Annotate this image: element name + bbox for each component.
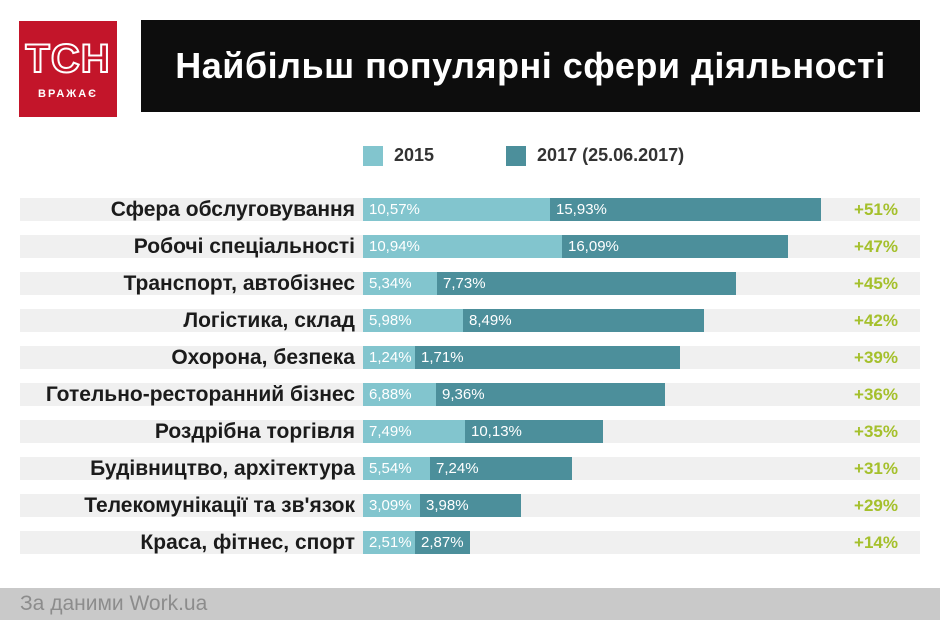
- chart-legend: 2015 2017 (25.06.2017): [363, 145, 684, 166]
- bar-2015: 5,98%: [363, 309, 463, 332]
- bar-2017: 10,13%: [465, 420, 603, 443]
- category-label: Сфера обслуговування: [110, 198, 355, 221]
- chart-row: Телекомунікації та зв'язок 3,09% 3,98% +…: [20, 494, 920, 517]
- bar-2017: 15,93%: [550, 198, 821, 221]
- bar-value-2017: 3,98%: [426, 497, 469, 514]
- bar-value-2017: 10,13%: [471, 423, 522, 440]
- growth-label: +35%: [854, 422, 898, 441]
- growth-label: +47%: [854, 237, 898, 256]
- bar-2015: 2,51%: [363, 531, 415, 554]
- growth-label: +36%: [854, 385, 898, 404]
- source-text: За даними Work.ua: [20, 592, 208, 615]
- bar-group: 7,49% 10,13%: [363, 420, 603, 443]
- category-label: Роздрібна торгівля: [154, 420, 355, 443]
- bar-2017: 1,71%: [415, 346, 680, 369]
- bar-2015: 5,34%: [363, 272, 437, 295]
- growth-label: +42%: [854, 311, 898, 330]
- category-label: Готельно-ресторанний бізнес: [45, 383, 355, 406]
- bar-2015: 10,94%: [363, 235, 562, 258]
- chart-row: Сфера обслуговування 10,57% 15,93% +51%: [20, 198, 920, 221]
- bar-group: 3,09% 3,98%: [363, 494, 521, 517]
- bar-value-2015: 5,54%: [369, 460, 412, 477]
- bar-value-2015: 1,24%: [369, 349, 412, 366]
- bar-2017: 16,09%: [562, 235, 788, 258]
- chart-row: Охорона, безпека 1,24% 1,71% +39%: [20, 346, 920, 369]
- legend-swatch-2015: [363, 145, 383, 166]
- bar-chart: Сфера обслуговування 10,57% 15,93% +51% …: [20, 198, 920, 568]
- bar-2015: 7,49%: [363, 420, 465, 443]
- bar-2017: 7,73%: [437, 272, 736, 295]
- chart-row: Будівництво, архітектура 5,54% 7,24% +31…: [20, 457, 920, 480]
- bar-2017: 2,87%: [415, 531, 470, 554]
- bar-group: 6,88% 9,36%: [363, 383, 665, 406]
- bar-value-2017: 15,93%: [556, 201, 607, 218]
- bar-value-2017: 1,71%: [421, 349, 464, 366]
- bar-value-2017: 7,73%: [443, 275, 486, 292]
- category-label: Логістика, склад: [183, 309, 355, 332]
- bar-value-2017: 16,09%: [568, 238, 619, 255]
- bar-value-2015: 7,49%: [369, 423, 412, 440]
- chart-row: Логістика, склад 5,98% 8,49% +42%: [20, 309, 920, 332]
- bar-2017: 7,24%: [430, 457, 572, 480]
- legend-item-2015: 2015: [363, 145, 434, 166]
- chart-row: Готельно-ресторанний бізнес 6,88% 9,36% …: [20, 383, 920, 406]
- bar-2015: 10,57%: [363, 198, 550, 221]
- bar-group: 5,98% 8,49%: [363, 309, 704, 332]
- bar-value-2017: 8,49%: [469, 312, 512, 329]
- header-bar: Найбільш популярні сфери діяльності: [141, 20, 920, 112]
- legend-label-2015: 2015: [394, 145, 435, 165]
- bar-group: 1,24% 1,71%: [363, 346, 680, 369]
- growth-label: +29%: [854, 496, 898, 515]
- growth-label: +31%: [854, 459, 898, 478]
- source-footer: За даними Work.ua: [0, 588, 940, 620]
- bar-2017: 3,98%: [420, 494, 521, 517]
- page-title: Найбільш популярні сфери діяльності: [175, 45, 886, 86]
- category-label: Будівництво, архітектура: [90, 457, 355, 480]
- bar-2015: 3,09%: [363, 494, 420, 517]
- tsn-logo-text: ТСН: [24, 36, 111, 81]
- chart-row: Краса, фітнес, спорт 2,51% 2,87% +14%: [20, 531, 920, 554]
- bar-group: 5,54% 7,24%: [363, 457, 572, 480]
- bar-group: 5,34% 7,73%: [363, 272, 736, 295]
- category-label: Краса, фітнес, спорт: [140, 531, 355, 554]
- bar-value-2015: 5,34%: [369, 275, 412, 292]
- bar-value-2015: 10,94%: [369, 238, 420, 255]
- growth-label: +45%: [854, 274, 898, 293]
- legend-label-2017: 2017 (25.06.2017): [537, 145, 685, 165]
- category-label: Транспорт, автобізнес: [123, 272, 356, 295]
- bar-2015: 6,88%: [363, 383, 436, 406]
- legend-item-2017: 2017 (25.06.2017): [506, 145, 684, 166]
- tsn-logo: ТСН ВРАЖАЄ: [19, 21, 117, 117]
- category-label: Охорона, безпека: [171, 346, 355, 369]
- bar-value-2017: 9,36%: [442, 386, 485, 403]
- bar-value-2015: 3,09%: [369, 497, 412, 514]
- growth-label: +39%: [854, 348, 898, 367]
- bar-2015: 5,54%: [363, 457, 430, 480]
- bar-2017: 9,36%: [436, 383, 665, 406]
- bar-value-2015: 5,98%: [369, 312, 412, 329]
- tsn-logo-tagline: ВРАЖАЄ: [38, 87, 98, 100]
- bar-value-2015: 2,51%: [369, 534, 412, 551]
- bar-value-2017: 2,87%: [421, 534, 464, 551]
- growth-label: +14%: [854, 533, 898, 552]
- bar-group: 2,51% 2,87%: [363, 531, 470, 554]
- category-label: Робочі спеціальності: [133, 235, 355, 258]
- bar-value-2017: 7,24%: [436, 460, 479, 477]
- chart-row: Робочі спеціальності 10,94% 16,09% +47%: [20, 235, 920, 258]
- chart-row: Транспорт, автобізнес 5,34% 7,73% +45%: [20, 272, 920, 295]
- bar-2017: 8,49%: [463, 309, 704, 332]
- legend-swatch-2017: [506, 145, 527, 166]
- bar-value-2015: 6,88%: [369, 386, 412, 403]
- category-label: Телекомунікації та зв'язок: [84, 494, 355, 517]
- growth-label: +51%: [854, 200, 898, 219]
- chart-row: Роздрібна торгівля 7,49% 10,13% +35%: [20, 420, 920, 443]
- bar-value-2015: 10,57%: [369, 201, 420, 218]
- bar-2015: 1,24%: [363, 346, 415, 369]
- bar-group: 10,94% 16,09%: [363, 235, 788, 258]
- bar-group: 10,57% 15,93%: [363, 198, 821, 221]
